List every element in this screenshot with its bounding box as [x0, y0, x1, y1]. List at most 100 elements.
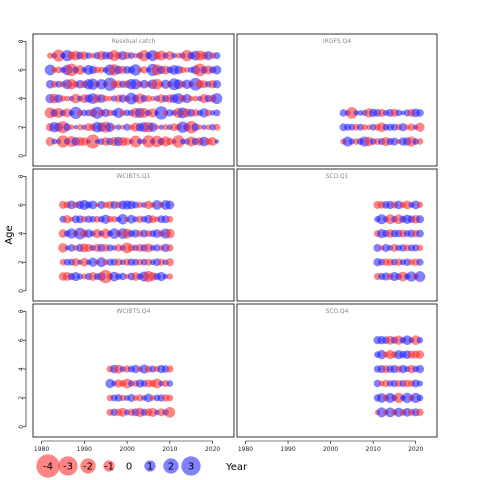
y-tick-label: 6 [18, 338, 25, 342]
residual-bubble [415, 364, 425, 374]
residual-bubble [416, 408, 424, 417]
residual-bubble [211, 93, 223, 105]
legend-bubble [181, 456, 201, 476]
legend-item: 1 [144, 460, 156, 473]
panel-title: WCIBTS.Q1 [117, 173, 151, 180]
x-tick-label: 2000 [119, 446, 134, 453]
legend-label: 2 [168, 462, 174, 473]
y-tick-label: 2 [18, 125, 25, 129]
residual-bubble [166, 365, 174, 373]
residual-bubble [68, 124, 75, 130]
legend-label: -4 [43, 462, 53, 473]
legend-bubble [103, 460, 115, 472]
x-axis: 1980 1990 2000 2010 2020 1980 1990 2000 2010 2020 [34, 440, 424, 453]
residual-bubble [416, 229, 424, 238]
legend-label: 1 [147, 462, 153, 473]
residual-bubble [213, 52, 221, 60]
panel-3: WCIBTS.Q1 [32, 168, 235, 302]
x-tick-label: 2020 [205, 446, 220, 453]
y-tick-label: 8 [18, 309, 25, 313]
x-tick-label: 1990 [280, 446, 295, 453]
x-tick-label: 2020 [408, 446, 423, 453]
legend-bubble [144, 460, 156, 472]
legend-item: -1 [103, 460, 115, 473]
x-axis-2: 1980 1990 2000 2010 2020 [238, 440, 424, 453]
y-tick-label: 4 [18, 367, 25, 371]
panel-title: SCO.Q4 [326, 308, 349, 315]
residual-bubble [166, 380, 174, 387]
x-tick-label: 2010 [366, 446, 381, 453]
y-tick-label: 6 [18, 68, 25, 72]
legend-item: -4 [36, 454, 60, 478]
x-tick-label: 2010 [162, 446, 177, 453]
legend: -4 -3 -2 -1 0 1 2 3 [36, 454, 201, 478]
residual-bubble [416, 138, 424, 145]
residual-bubble [214, 139, 220, 144]
residual-bubble [415, 350, 425, 359]
panel-title: IRGFS.Q4 [323, 38, 351, 45]
residual-bubble [416, 380, 424, 387]
x-axis-title: Year [225, 462, 248, 473]
x-tick-label: 1980 [34, 446, 49, 453]
y-axis-title: Age [4, 225, 15, 244]
legend-bubble [80, 458, 96, 474]
panel-title: Residual catch [112, 38, 156, 45]
legend-label: 3 [188, 462, 194, 473]
legend-bubble [58, 456, 78, 476]
residual-bubble [416, 109, 424, 117]
residual-bubble [164, 406, 176, 418]
y-tick-label: 0 [18, 289, 25, 293]
panel-5: WCIBTS.Q4 [32, 303, 235, 438]
y-tick-label: 0 [18, 425, 25, 429]
residual-bubble [415, 215, 425, 224]
residual-bubble [212, 65, 222, 75]
panels-layer: Residual catch IRGFS.Q4 WCIBTS.Q1 SCO.Q1 WCI… [32, 33, 438, 438]
y-tick-label: 4 [18, 96, 25, 100]
legend-item: -2 [80, 458, 96, 474]
x-axis-1: 1980 1990 2000 2010 2020 [34, 440, 220, 453]
residual-bubble [166, 244, 174, 252]
residual-bubble [166, 394, 174, 402]
legend-label: -3 [63, 462, 73, 473]
y-axis-1: 0 2 4 6 8 [18, 39, 27, 158]
panel-6: SCO.Q4 [236, 303, 438, 438]
residual-bubble [213, 109, 221, 117]
panel-title: WCIBTS.Q4 [117, 308, 151, 315]
y-tick-label: 2 [18, 396, 25, 400]
panel-2: IRGFS.Q4 [236, 33, 438, 167]
residual-bubble [414, 271, 426, 282]
x-tick-label: 1990 [77, 446, 92, 453]
panel-frame [236, 33, 438, 167]
x-tick-label: 1980 [238, 446, 253, 453]
legend-label: -1 [104, 462, 114, 473]
legend-label: -2 [83, 462, 93, 473]
residual-bubble [165, 258, 174, 267]
residual-bubble [212, 80, 222, 89]
legend-item: 0 [126, 462, 132, 473]
residual-bubble [416, 201, 424, 209]
residual-bubble [166, 215, 174, 223]
residual-bubble [164, 228, 175, 239]
legend-label: 0 [126, 462, 132, 473]
y-tick-label: 6 [18, 203, 25, 207]
residual-bubble [416, 258, 424, 266]
panel-title: SCO.Q1 [326, 173, 349, 180]
legend-bubble [163, 458, 179, 474]
legend-item: -3 [58, 456, 78, 476]
y-tick-label: 2 [18, 260, 25, 264]
y-tick-label: 4 [18, 231, 25, 235]
y-tick-label: 0 [18, 154, 25, 158]
residual-bubble [416, 394, 424, 402]
panel-4: SCO.Q1 [236, 168, 438, 302]
y-axes: 0 2 4 6 8 0 2 4 6 8 0 2 4 6 8 [18, 39, 27, 429]
residual-bubble [415, 122, 425, 132]
y-tick-label: 8 [18, 39, 25, 43]
residual-bubble [166, 273, 174, 280]
x-tick-label: 2000 [323, 446, 338, 453]
residual-bubble [416, 244, 424, 252]
residual-bubble [165, 200, 175, 210]
residual-bubble [213, 123, 221, 131]
y-axis-3: 0 2 4 6 8 [18, 309, 27, 429]
y-axis-2: 0 2 4 6 8 [18, 174, 27, 293]
